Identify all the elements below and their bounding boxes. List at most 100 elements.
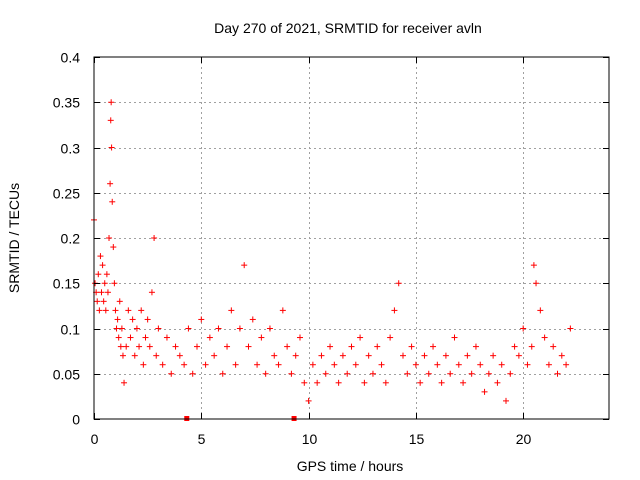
data-point	[271, 352, 278, 359]
plot-frame	[93, 56, 610, 420]
data-point	[335, 379, 342, 386]
data-point	[567, 325, 574, 332]
data-point	[468, 370, 475, 377]
x-axis-label: GPS time / hours	[297, 458, 404, 474]
data-point	[249, 316, 256, 323]
data-point	[430, 343, 437, 350]
data-point	[103, 271, 110, 278]
data-point	[114, 316, 121, 323]
data-point	[155, 325, 162, 332]
data-point	[144, 316, 151, 323]
data-point	[108, 99, 115, 106]
data-point	[344, 370, 351, 377]
data-point	[464, 352, 471, 359]
data-point	[447, 370, 454, 377]
data-point	[202, 361, 209, 368]
data-point	[417, 379, 424, 386]
data-point	[284, 343, 291, 350]
data-point	[425, 370, 432, 377]
data-point	[309, 361, 316, 368]
data-point	[151, 235, 158, 241]
data-point	[102, 307, 109, 314]
grid	[94, 57, 609, 419]
data-point	[451, 334, 458, 341]
x-tick-label: 10	[302, 431, 318, 447]
data-point	[378, 361, 385, 368]
data-point	[119, 352, 126, 359]
data-point	[438, 379, 445, 386]
data-point	[110, 244, 117, 251]
data-point	[96, 307, 103, 314]
data-point	[125, 307, 132, 314]
data-point	[494, 379, 501, 386]
data-point	[258, 334, 265, 341]
data-point	[537, 307, 544, 314]
data-point	[301, 379, 308, 386]
data-point	[266, 325, 273, 332]
y-tick-label: 0.25	[53, 186, 80, 202]
y-axis-ticks: 0 0.05 0.1 0.15 0.2 0.25 0.3 0.35 0.4	[53, 50, 609, 428]
data-point	[498, 361, 505, 368]
data-point	[236, 325, 243, 332]
data-point	[99, 262, 106, 269]
data-point	[485, 370, 492, 377]
data-point	[288, 370, 295, 377]
data-point	[189, 370, 196, 377]
y-axis-label: SRMTID / TECUs	[6, 183, 22, 293]
data-point	[206, 334, 213, 341]
y-tick-label: 0.15	[53, 276, 80, 292]
data-point	[348, 343, 355, 350]
data-point	[297, 334, 303, 341]
y-tick-label: 0.05	[53, 367, 80, 383]
data-point	[412, 361, 419, 368]
data-point	[374, 343, 381, 350]
data-point	[97, 253, 104, 260]
data-point	[558, 352, 565, 359]
data-point	[292, 352, 299, 359]
data-point	[563, 361, 570, 368]
data-point	[219, 370, 226, 377]
data-point	[528, 343, 535, 350]
data-point	[262, 370, 269, 377]
data-point	[146, 343, 153, 350]
data-point	[106, 235, 113, 241]
chart-title: Day 270 of 2021, SRMTID for receiver avl…	[214, 20, 482, 36]
data-point	[352, 361, 359, 368]
data-point	[100, 298, 107, 305]
data-point	[112, 307, 119, 314]
y-tick-label: 0.4	[61, 50, 81, 66]
data-point	[148, 289, 155, 296]
data-point	[245, 343, 252, 350]
data-point	[198, 316, 205, 323]
data-point	[400, 352, 406, 359]
data-point	[176, 352, 183, 359]
data-point	[109, 198, 116, 205]
data-point	[133, 325, 140, 332]
x-tick-label: 5	[198, 431, 206, 447]
data-point	[185, 325, 192, 332]
data-point	[472, 343, 479, 350]
data-point	[279, 307, 286, 314]
data-point	[118, 325, 125, 332]
data-points	[91, 99, 574, 404]
data-point	[254, 361, 261, 368]
data-point	[228, 307, 235, 314]
data-point	[305, 397, 312, 404]
data-point	[357, 334, 364, 341]
data-point	[111, 280, 118, 287]
data-point	[117, 343, 124, 350]
data-point	[369, 370, 376, 377]
data-point	[113, 325, 120, 332]
data-point	[123, 343, 130, 350]
y-tick-label: 0.1	[61, 322, 81, 338]
x-axis-ticks: 0 5 10 15 20	[91, 57, 531, 447]
data-point	[275, 361, 282, 368]
data-point	[382, 379, 389, 386]
data-point	[524, 361, 531, 368]
data-point	[232, 361, 239, 368]
data-point	[408, 343, 415, 350]
data-point	[163, 334, 170, 341]
data-point	[101, 280, 108, 287]
data-point	[507, 370, 514, 377]
